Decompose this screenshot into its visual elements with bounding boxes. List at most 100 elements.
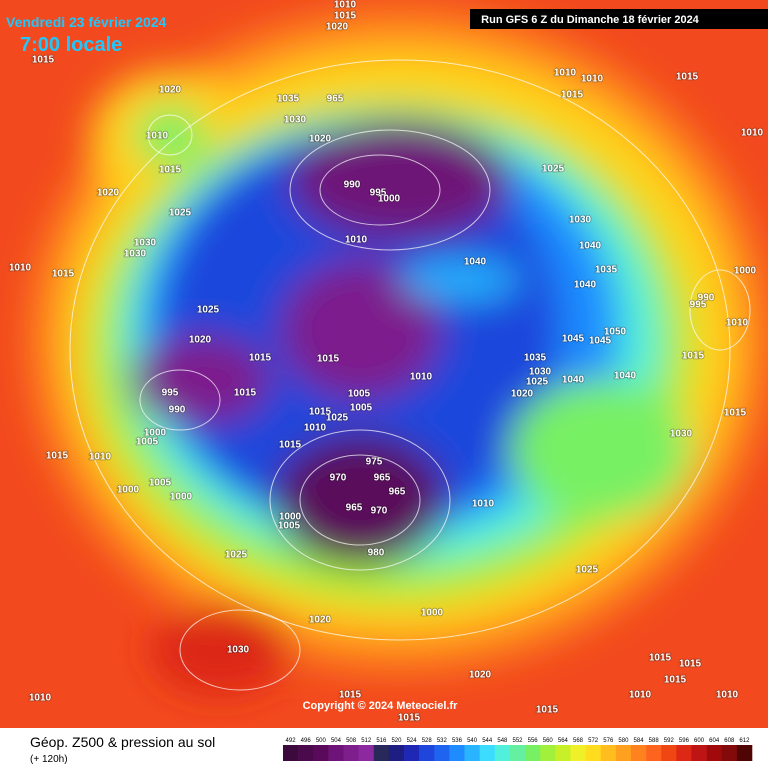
isobar-label: 1020 [511, 389, 534, 400]
isobar-label: 1010 [89, 452, 112, 463]
isobar-label: 1025 [576, 565, 599, 576]
isobar-label: 1030 [529, 367, 552, 378]
time: 7:00 locale [20, 34, 122, 56]
colorbar-label: 504 [331, 738, 342, 744]
colorbar-label: 544 [482, 738, 493, 744]
colorbar-swatch [540, 745, 556, 761]
colorbar-swatch [525, 745, 541, 761]
isobar-label: 1020 [309, 615, 332, 626]
isobar-label: 1015 [339, 690, 362, 701]
isobar-label: 1015 [234, 388, 257, 399]
colorbar-swatch [373, 745, 390, 761]
isobar-label: 1015 [46, 451, 69, 462]
colorbar-label: 536 [452, 738, 463, 744]
isobar-label: 1015 [649, 653, 672, 664]
isobar-label: 1040 [579, 241, 602, 252]
colorbar-label: 588 [649, 738, 660, 744]
isobar-label: 975 [366, 457, 383, 468]
colorbar-swatch [464, 745, 480, 761]
run-info: Run GFS 6 Z du Dimanche 18 février 2024 [481, 14, 700, 26]
colorbar-swatch [630, 745, 647, 761]
isobar-label: 1035 [595, 265, 618, 276]
isobar-label: 1010 [741, 128, 764, 139]
colorbar-label: 568 [573, 738, 584, 744]
colorbar-swatch [509, 745, 526, 761]
isobar-label: 965 [327, 94, 344, 105]
isobar-label: 980 [368, 548, 385, 559]
colorbar-swatch [388, 745, 405, 761]
colorbar-swatch [298, 745, 314, 761]
isobar-label: 1000 [421, 608, 444, 619]
colorbar-label: 580 [618, 738, 629, 744]
isobar-label: 1005 [348, 389, 371, 400]
isobar-label: 1015 [279, 440, 302, 451]
colorbar-label: 548 [497, 738, 508, 744]
colorbar-swatch [358, 745, 375, 761]
isobar-label: 965 [374, 473, 391, 484]
isobar-label: 1020 [189, 335, 212, 346]
colorbar-label: 560 [543, 738, 554, 744]
isobar-label: 1010 [716, 690, 739, 701]
colorbar-swatch [419, 745, 435, 761]
colorbar-label: 492 [286, 738, 297, 744]
isobar-label: 1030 [227, 645, 250, 656]
colorbar-label: 592 [664, 738, 675, 744]
isobar-label: 1020 [159, 85, 182, 96]
isobar-label: 1015 [317, 354, 340, 365]
isobar-label: 1025 [526, 377, 549, 388]
colorbar-swatch [404, 745, 420, 761]
colorbar-swatch [646, 745, 662, 761]
colorbar-swatch [479, 745, 496, 761]
isobar-label: 1015 [664, 675, 687, 686]
colorbar-label: 552 [512, 738, 523, 744]
isobar-label: 1000 [279, 512, 302, 523]
colorbar-swatch [736, 745, 753, 761]
isobar-label: 1010 [334, 0, 357, 11]
colorbar-swatch [585, 745, 602, 761]
isobar-label: 1020 [469, 670, 492, 681]
isobar-label: 1010 [726, 318, 749, 329]
colorbar-label: 508 [346, 738, 357, 744]
colorbar-swatch [494, 745, 511, 761]
isobar-label: 1005 [350, 403, 373, 414]
isobar-label: 1010 [410, 372, 433, 383]
colorbar-swatch [691, 745, 707, 761]
isobar-label: 1015 [679, 659, 702, 670]
colorbar-swatch [313, 745, 329, 761]
isobar-label: 990 [344, 180, 361, 191]
isobars [69, 59, 751, 691]
run-banner [470, 9, 768, 29]
isobar-label: 995 [162, 388, 179, 399]
isobar-label: 1040 [574, 280, 597, 291]
isobar-label: 1005 [136, 437, 159, 448]
colorbar-label: 532 [437, 738, 448, 744]
isobar-label: 1050 [604, 327, 627, 338]
isobar-label: 1010 [581, 74, 604, 85]
colorbar-label: 572 [588, 738, 599, 744]
isobar-label: 1010 [29, 693, 52, 704]
colorbar-label: 604 [709, 738, 720, 744]
date: Vendredi 23 février 2024 [6, 14, 167, 30]
isobar-label: 1010 [629, 690, 652, 701]
isobar-label: 1010 [554, 68, 577, 79]
field [30, 10, 768, 695]
colorbar-label: 576 [603, 738, 614, 744]
isobar-label: 1010 [345, 235, 368, 246]
colorbar-label: 596 [679, 738, 690, 744]
isobar-label: 1015 [561, 90, 584, 101]
colorbar-swatch [706, 745, 723, 761]
isobar-label: 1010 [304, 423, 327, 434]
isobar-label: 995 [690, 300, 707, 311]
colorbar-label: 528 [422, 738, 433, 744]
isobar-label: 1030 [134, 238, 157, 249]
colorbar-swatch [449, 745, 465, 761]
isobar-label: 1010 [9, 263, 32, 274]
colorbar-label: 612 [739, 738, 750, 744]
colorbar-label: 540 [467, 738, 478, 744]
isobar-label: 1030 [124, 249, 147, 260]
colorbar-label: 524 [407, 738, 418, 744]
isobar-label: 1025 [326, 413, 349, 424]
colorbar-label: 584 [634, 738, 645, 744]
